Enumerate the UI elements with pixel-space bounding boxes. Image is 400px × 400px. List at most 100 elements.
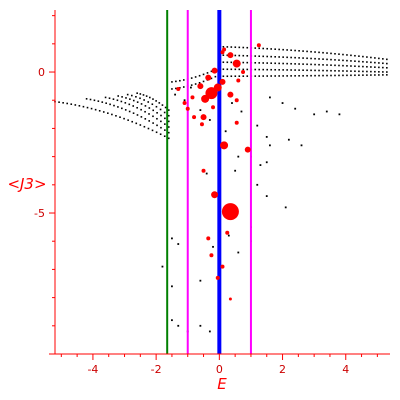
data-point xyxy=(282,62,284,65)
data-point xyxy=(256,124,259,127)
data-point xyxy=(370,61,372,64)
data-point xyxy=(378,66,380,69)
data-point xyxy=(90,107,93,110)
data-point xyxy=(354,74,356,77)
data-point xyxy=(226,75,229,78)
data-point xyxy=(342,74,344,77)
data-point xyxy=(179,79,181,82)
data-point xyxy=(342,70,344,72)
data-point xyxy=(139,97,141,100)
data-point xyxy=(97,100,100,102)
data-point xyxy=(334,59,336,61)
data-point xyxy=(198,74,201,77)
data-point xyxy=(290,56,292,59)
data-point xyxy=(238,75,241,77)
data-point xyxy=(144,105,147,107)
data-point xyxy=(163,135,166,138)
data-point xyxy=(230,61,233,64)
data-point xyxy=(265,135,268,138)
data-point xyxy=(155,131,158,134)
data-point xyxy=(246,55,249,57)
data-point xyxy=(254,47,257,49)
data-point xyxy=(358,60,360,63)
data-point xyxy=(378,62,380,64)
red-data-point xyxy=(227,52,234,59)
data-point xyxy=(210,70,213,73)
data-point xyxy=(246,75,249,77)
data-point xyxy=(121,107,123,110)
data-point xyxy=(284,206,287,209)
data-point xyxy=(325,110,328,113)
data-point xyxy=(338,74,340,77)
data-point xyxy=(136,92,138,94)
data-point xyxy=(306,57,308,60)
data-point xyxy=(222,68,225,71)
data-point xyxy=(167,131,170,134)
data-point xyxy=(182,86,185,88)
data-point xyxy=(177,243,180,245)
data-point xyxy=(310,57,312,60)
data-point xyxy=(310,74,312,77)
data-point xyxy=(237,251,240,254)
data-point xyxy=(132,112,135,114)
data-point xyxy=(132,99,135,102)
data-point xyxy=(231,102,233,104)
ticks: -4 -2 0 2 4 0 -5 xyxy=(34,15,378,376)
data-point xyxy=(238,68,241,71)
data-point xyxy=(374,61,376,64)
data-point xyxy=(386,62,388,65)
data-point xyxy=(258,55,261,58)
data-point xyxy=(171,88,173,90)
data-point xyxy=(131,120,134,123)
data-point xyxy=(334,74,336,77)
data-point xyxy=(258,62,261,64)
data-point xyxy=(132,105,135,107)
data-point xyxy=(374,66,376,68)
data-point xyxy=(294,56,296,59)
data-point xyxy=(274,68,276,71)
data-point xyxy=(82,105,85,108)
data-point xyxy=(136,106,138,109)
data-point xyxy=(147,101,150,103)
red-data-point xyxy=(234,120,239,125)
red-data-point xyxy=(236,78,241,83)
data-point xyxy=(254,62,257,64)
data-point xyxy=(346,59,348,62)
data-point xyxy=(314,69,316,72)
data-point xyxy=(246,46,249,49)
data-point xyxy=(242,46,245,49)
red-data-point xyxy=(201,168,206,173)
data-point xyxy=(182,79,185,81)
data-point xyxy=(358,55,360,57)
data-point xyxy=(258,75,261,77)
data-point xyxy=(234,54,237,57)
data-point xyxy=(266,62,268,64)
red-data-point xyxy=(209,253,214,258)
data-point xyxy=(310,50,312,53)
red-data-point xyxy=(211,105,216,110)
data-point xyxy=(152,109,155,112)
data-point xyxy=(306,50,308,53)
data-point xyxy=(338,53,340,55)
data-point xyxy=(226,54,229,57)
x-tick-label: 4 xyxy=(342,363,349,376)
data-point xyxy=(298,49,300,52)
data-point xyxy=(287,138,290,141)
data-point xyxy=(226,46,229,48)
data-point xyxy=(140,116,143,118)
data-point xyxy=(238,54,241,57)
data-point xyxy=(278,69,280,71)
data-point xyxy=(350,74,352,77)
red-data-point xyxy=(220,141,229,150)
red-data-point xyxy=(182,101,187,106)
axes: -4 -2 0 2 4 0 -5 xyxy=(34,10,390,376)
red-data-point xyxy=(201,94,210,103)
red-data-point xyxy=(232,59,241,68)
data-point xyxy=(270,55,272,58)
data-point xyxy=(306,63,308,66)
data-point xyxy=(226,68,229,71)
red-data-point xyxy=(211,191,219,199)
data-point xyxy=(266,68,268,71)
data-point xyxy=(330,74,332,77)
data-point xyxy=(167,120,170,123)
